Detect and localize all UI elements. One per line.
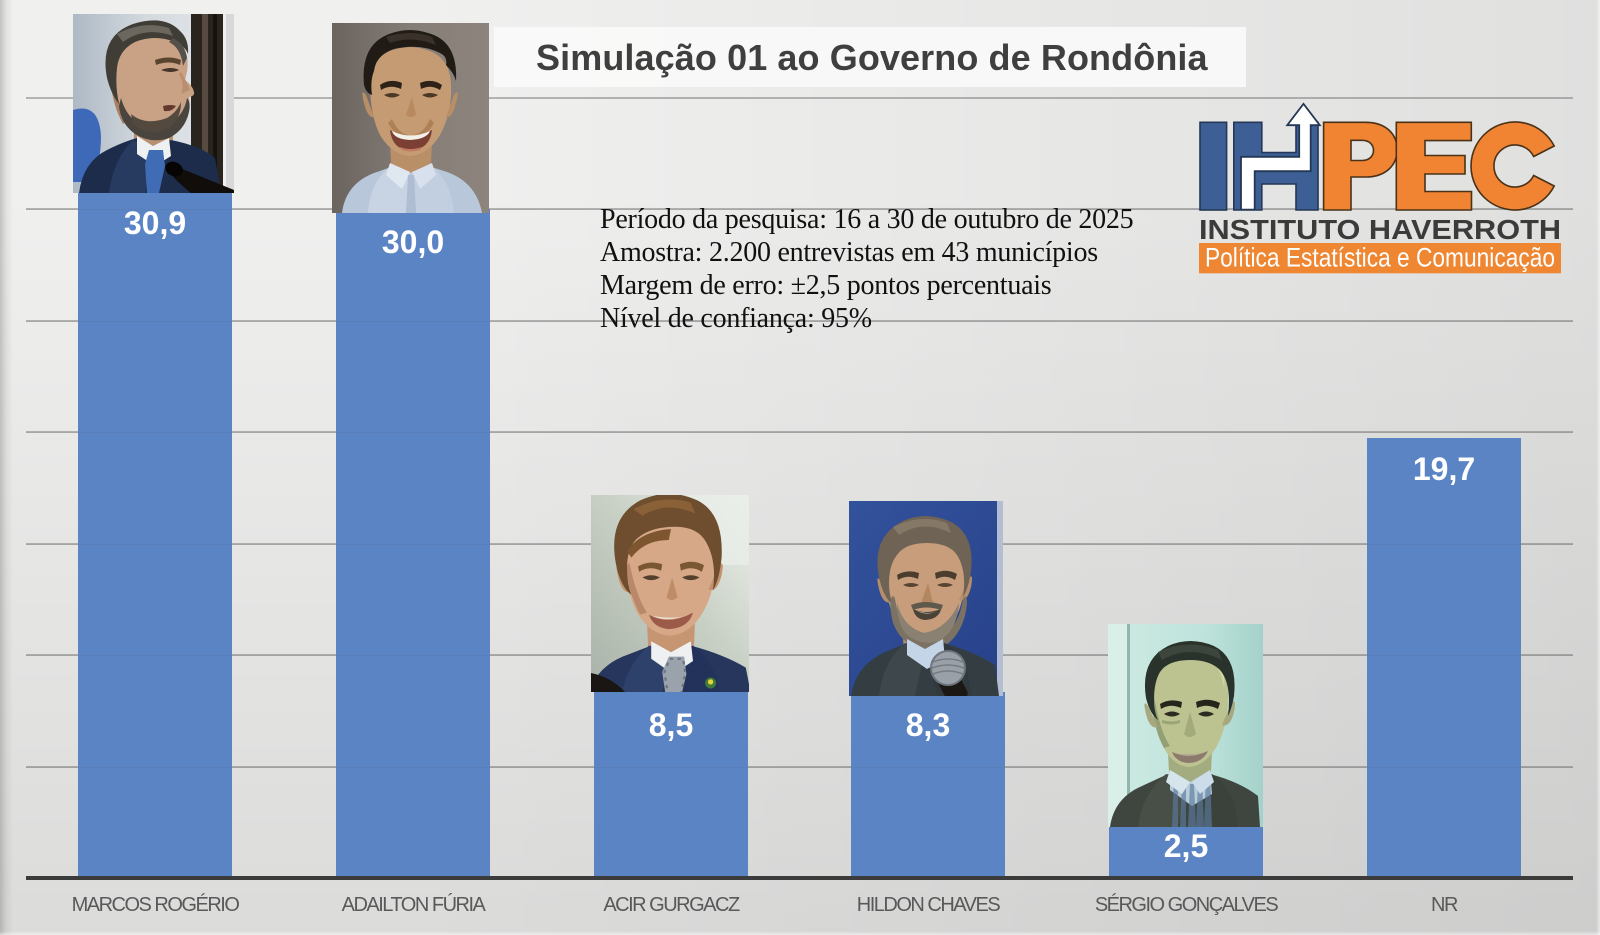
svg-text:INSTITUTO HAVERROTH: INSTITUTO HAVERROTH	[1199, 214, 1561, 245]
svg-text:Política Estatística e Comunic: Política Estatística e Comunicação	[1205, 243, 1555, 273]
